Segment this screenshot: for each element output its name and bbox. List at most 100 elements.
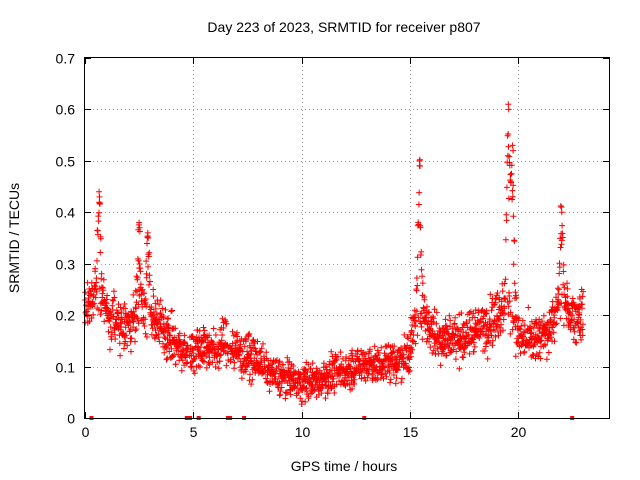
data-point	[118, 309, 125, 316]
data-point	[237, 341, 244, 348]
data-point	[200, 324, 207, 331]
data-point	[578, 336, 585, 343]
data-point	[157, 310, 164, 316]
data-point	[367, 346, 373, 353]
data-point	[254, 338, 261, 345]
data-point	[557, 315, 564, 322]
data-point	[508, 170, 515, 177]
plot-frame	[84, 57, 610, 419]
data-point	[141, 290, 148, 297]
data-point	[500, 316, 507, 323]
data-point	[263, 349, 270, 356]
data-point	[92, 283, 99, 290]
data-point	[492, 295, 499, 302]
data-point	[90, 311, 97, 318]
data-point	[413, 275, 420, 281]
data-point	[167, 332, 174, 339]
data-point	[560, 281, 567, 288]
data-point	[504, 152, 511, 159]
data-point	[123, 332, 130, 339]
data-point	[451, 320, 458, 327]
data-point	[414, 332, 421, 339]
data-point	[495, 315, 502, 322]
data-point	[413, 308, 420, 315]
data-point	[98, 307, 105, 314]
data-point	[511, 238, 518, 245]
data-point	[143, 303, 150, 310]
data-point	[561, 291, 568, 298]
data-point	[488, 332, 495, 339]
data-point	[183, 360, 190, 367]
data-point	[406, 367, 413, 374]
data-point	[139, 286, 146, 293]
data-point	[124, 342, 131, 349]
data-point	[122, 305, 129, 312]
data-point	[437, 362, 444, 369]
data-point	[560, 261, 567, 268]
data-point	[492, 333, 499, 340]
data-point	[505, 106, 512, 113]
data-point	[115, 310, 122, 317]
data-point	[260, 340, 266, 347]
data-point	[133, 313, 140, 320]
data-point	[417, 163, 423, 169]
data-point	[132, 338, 138, 345]
data-point	[483, 310, 490, 317]
data-point	[99, 290, 106, 297]
data-point	[330, 375, 337, 382]
data-point	[387, 376, 394, 383]
data-point	[275, 363, 282, 370]
data-point	[418, 323, 425, 330]
data-point	[112, 336, 119, 342]
data-point	[328, 348, 335, 355]
data-point	[466, 350, 473, 357]
data-point	[416, 157, 423, 164]
data-point	[143, 334, 150, 340]
data-point	[446, 342, 453, 348]
data-point	[195, 362, 202, 369]
data-point	[197, 364, 203, 370]
data-point	[480, 323, 487, 330]
data-point	[191, 370, 198, 377]
data-point	[93, 288, 100, 295]
data-point	[311, 387, 317, 394]
data-point	[115, 301, 122, 308]
data-point	[414, 254, 421, 261]
data-point	[133, 326, 140, 333]
data-point	[331, 390, 338, 396]
data-point	[398, 379, 405, 386]
data-point	[318, 390, 325, 397]
data-point	[269, 379, 276, 386]
ticks: 0 5 10 15 20 0 0.1 0.2 0.3 0.4 0.5 0.6 0.7	[56, 51, 609, 440]
data-point	[551, 314, 558, 321]
data-point	[111, 294, 118, 301]
data-point	[218, 351, 225, 358]
data-point	[406, 356, 413, 363]
data-point	[509, 142, 516, 149]
data-point	[302, 385, 309, 392]
data-point	[405, 335, 412, 342]
data-point	[176, 330, 183, 337]
data-point	[96, 188, 103, 195]
data-point	[144, 229, 151, 236]
data-point	[547, 330, 554, 337]
data-point	[379, 371, 386, 378]
data-point	[414, 282, 421, 289]
x-tick-label: 10	[295, 424, 311, 440]
data-point	[135, 257, 142, 264]
data-point	[316, 367, 323, 374]
data-point	[199, 357, 206, 364]
data-point	[461, 349, 468, 356]
data-point	[510, 319, 517, 326]
data-point	[510, 213, 517, 220]
data-point	[505, 143, 512, 150]
x-tick-label: 5	[190, 424, 198, 440]
data-point	[231, 359, 238, 366]
data-point	[162, 306, 169, 313]
data-point	[256, 349, 263, 356]
data-point	[557, 244, 564, 251]
data-point	[378, 344, 385, 351]
data-point	[556, 264, 563, 271]
data-point	[506, 153, 513, 160]
data-point	[558, 237, 565, 244]
